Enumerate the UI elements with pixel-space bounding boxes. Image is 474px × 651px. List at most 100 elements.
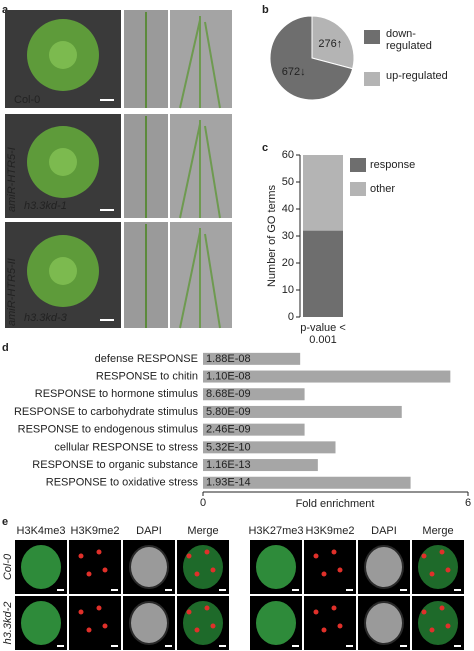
bar-label: 1.10E-08: [206, 370, 251, 382]
row-label: h3.3kd-2: [2, 602, 14, 645]
legend-label: other: [370, 183, 395, 195]
panel-letter: a: [2, 4, 9, 16]
photo-label: Col-0: [14, 94, 40, 106]
category-label: cellular RESPONSE to stress: [54, 441, 198, 453]
panel-letter: d: [2, 342, 9, 354]
category-label: RESPONSE to chitin: [96, 370, 198, 382]
nucleus: [418, 545, 458, 589]
y-tick-label: 30: [282, 230, 294, 242]
dapi-signal: [366, 547, 402, 587]
foci: [337, 623, 343, 629]
category-label: RESPONSE to endogenous stimulus: [18, 424, 199, 436]
bar-label: 2.46E-09: [206, 424, 251, 436]
bar-label: 8.68E-09: [206, 388, 251, 400]
nucleus: [256, 601, 296, 645]
foci: [331, 605, 337, 611]
y-tick-label: 40: [282, 203, 294, 215]
y-tick-label: 10: [282, 284, 294, 296]
bar: [203, 459, 318, 472]
y-tick-label: 60: [282, 149, 294, 161]
nucleus: [75, 545, 115, 589]
nucleus: [310, 545, 350, 589]
photo-label: h3.3kd-3: [24, 312, 68, 324]
column-header: Merge: [422, 525, 453, 537]
plant: [179, 228, 221, 329]
slice-label: 276↑: [318, 38, 342, 50]
legend-swatch: [364, 72, 380, 86]
foci: [204, 605, 210, 611]
legend-swatch: [350, 182, 366, 196]
pie-slice: [269, 15, 354, 101]
nucleus: [21, 545, 61, 589]
bar-label: 5.80E-09: [206, 406, 251, 418]
foci: [429, 627, 435, 633]
x-tick-label: 6: [465, 497, 471, 509]
panel-letter: e: [2, 516, 8, 528]
foci: [337, 567, 343, 573]
column-header: Merge: [187, 525, 218, 537]
category-label: RESPONSE to oxidative stress: [46, 477, 199, 489]
panel-letter: b: [262, 4, 269, 16]
foci: [429, 571, 435, 577]
photo-label: amiR-HTR5-II: [6, 258, 18, 326]
legend-swatch: [350, 158, 366, 172]
foci: [421, 609, 427, 615]
foci: [445, 567, 451, 573]
dapi-signal: [131, 547, 167, 587]
bar-label: 1.93E-14: [206, 477, 251, 489]
panel-letter: c: [262, 142, 268, 154]
bar-label: 5.32E-10: [206, 441, 251, 453]
nucleus: [75, 601, 115, 645]
column-header: H3K4me3: [17, 525, 66, 537]
column-header: H3K9me2: [71, 525, 120, 537]
category-label: RESPONSE to hormone stimulus: [35, 388, 199, 400]
rosette-center: [49, 148, 77, 176]
foci: [194, 627, 200, 633]
y-tick-label: 20: [282, 257, 294, 269]
nucleus: [256, 545, 296, 589]
foci: [439, 605, 445, 611]
column-header: H3K27me3: [248, 525, 303, 537]
foci: [313, 553, 319, 559]
foci: [78, 609, 84, 615]
foci: [102, 623, 108, 629]
foci: [194, 571, 200, 577]
x-axis-label: Fold enrichment: [296, 498, 375, 510]
category-label: RESPONSE to carbohydrate stimulus: [14, 406, 199, 418]
bar-label: 1.16E-13: [206, 459, 251, 471]
legend-swatch: [364, 30, 380, 44]
nucleus: [183, 545, 223, 589]
foci: [331, 549, 337, 555]
row-label: Col-0: [2, 553, 14, 580]
y-tick-label: 0: [288, 311, 294, 323]
legend-label: up-regulated: [386, 70, 448, 82]
bar: [203, 370, 451, 383]
bar-segment: [303, 230, 343, 317]
bar-segment: [303, 155, 343, 231]
y-axis-label: Number of GO terms: [266, 184, 278, 287]
legend-label: down-regulated: [386, 28, 432, 52]
category-label: RESPONSE to organic substance: [32, 459, 198, 471]
category-label: defense RESPONSE: [95, 353, 198, 365]
nucleus: [310, 601, 350, 645]
nucleus: [183, 601, 223, 645]
pie-slice: [311, 15, 355, 70]
foci: [210, 567, 216, 573]
foci: [96, 549, 102, 555]
rosette-center: [49, 257, 77, 285]
rosette-center: [49, 41, 77, 69]
foci: [321, 571, 327, 577]
bar-label: 1.88E-08: [206, 353, 251, 365]
foci: [186, 609, 192, 615]
photo-label: h3.3kd-1: [24, 200, 67, 212]
foci: [204, 549, 210, 555]
nucleus: [418, 601, 458, 645]
plant: [179, 120, 221, 219]
x-tick-label: 0: [200, 497, 206, 509]
dapi-signal: [366, 603, 402, 643]
foci: [86, 571, 92, 577]
bar: [203, 405, 402, 418]
slice-label: 672↓: [282, 66, 306, 78]
